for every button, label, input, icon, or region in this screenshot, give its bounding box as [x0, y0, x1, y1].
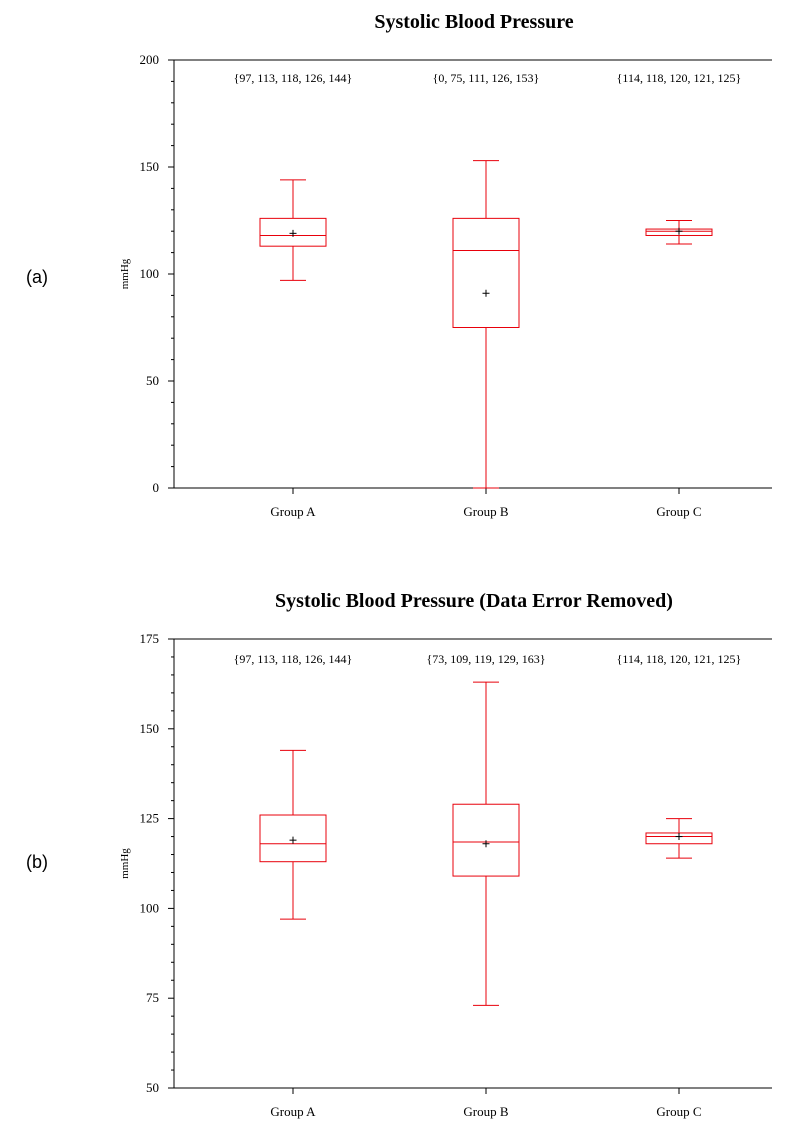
- box-group-c: {114, 118, 120, 121, 125}: [617, 652, 742, 859]
- y-tick-label: 125: [140, 811, 160, 826]
- y-tick-label: 100: [140, 900, 160, 915]
- box-group-b: {0, 75, 111, 126, 153}: [433, 71, 540, 489]
- five-number-annotation: {0, 75, 111, 126, 153}: [433, 71, 540, 85]
- five-number-annotation: {114, 118, 120, 121, 125}: [617, 652, 742, 666]
- iqr-box: [645, 832, 713, 845]
- y-tick-label: 100: [140, 266, 160, 281]
- box-group-a: {97, 113, 118, 126, 144}: [234, 71, 353, 281]
- y-tick-label: 75: [146, 990, 159, 1005]
- panel-label: (b): [26, 852, 48, 872]
- y-tick-label: 0: [153, 480, 160, 495]
- box-group-a: {97, 113, 118, 126, 144}: [234, 652, 353, 920]
- y-tick-label: 150: [140, 159, 160, 174]
- y-axis-label: mmHg: [119, 258, 131, 289]
- iqr-box: [259, 217, 327, 247]
- x-tick-label: Group A: [270, 504, 316, 519]
- iqr-box: [452, 803, 520, 877]
- y-axis-label: mmHg: [119, 848, 131, 879]
- y-tick-label: 50: [146, 373, 159, 388]
- axes: 50 75 100 125 150 175 Group A Group B Group C: [140, 631, 772, 1119]
- y-tick-label: 50: [146, 1080, 159, 1095]
- five-number-annotation: {97, 113, 118, 126, 144}: [234, 71, 353, 85]
- five-number-annotation: {73, 109, 119, 129, 163}: [426, 652, 545, 666]
- x-tick-label: Group C: [656, 1104, 701, 1119]
- box-group-c: {114, 118, 120, 121, 125}: [617, 71, 742, 245]
- chart-svg: Systolic Blood Pressure 0 50 100 150 200 Group…: [119, 11, 772, 519]
- axes: 0 50 100 150 200 Group A Group B Group C: [140, 52, 772, 519]
- x-tick-label: Group B: [463, 504, 508, 519]
- boxplot-figure-b: (b) Systolic Blood Pressure (Data Error …: [0, 572, 788, 1123]
- x-tick-label: Group C: [656, 504, 701, 519]
- y-tick-label: 150: [140, 721, 160, 736]
- chart-title: Systolic Blood Pressure: [374, 11, 573, 33]
- five-number-annotation: {114, 118, 120, 121, 125}: [617, 71, 742, 85]
- y-tick-label: 175: [140, 631, 160, 646]
- chart-title: Systolic Blood Pressure (Data Error Remo…: [275, 590, 673, 612]
- iqr-box: [452, 217, 520, 328]
- iqr-box: [259, 814, 327, 863]
- chart-svg: Systolic Blood Pressure (Data Error Remo…: [119, 590, 772, 1119]
- five-number-annotation: {97, 113, 118, 126, 144}: [234, 652, 353, 666]
- x-tick-label: Group B: [463, 1104, 508, 1119]
- boxplot-figure-a: (a) Systolic Blood Pressure 0 50 100 150 200 G…: [0, 0, 788, 551]
- y-tick-label: 200: [140, 52, 160, 67]
- panel-label: (a): [26, 267, 48, 287]
- box-group-b: {73, 109, 119, 129, 163}: [426, 652, 546, 1006]
- x-tick-label: Group A: [270, 1104, 316, 1119]
